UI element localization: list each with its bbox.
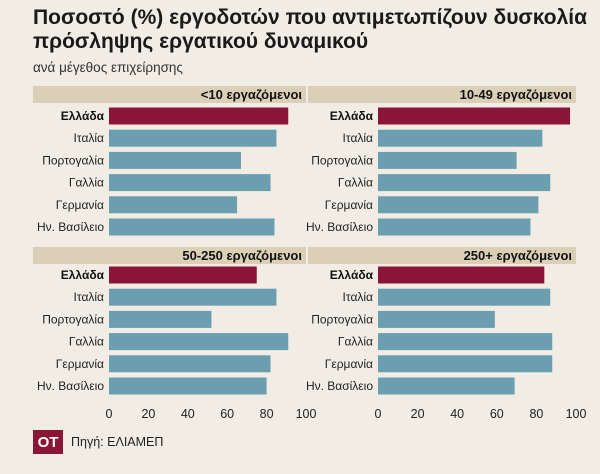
bar-3 [378, 310, 495, 328]
x-tick-label: 60 [220, 407, 234, 421]
bar-2 [378, 288, 551, 306]
panel-header-bar [33, 86, 306, 103]
category-label: Γερμανία [56, 198, 104, 212]
category-label: Ελλάδα [330, 109, 374, 123]
x-tick-label: 80 [529, 407, 543, 421]
category-label: Πορτογαλία [311, 153, 373, 167]
bar-4 [378, 333, 553, 351]
category-label: Ην. Βασίλειο [306, 379, 373, 393]
bar-5 [378, 196, 539, 214]
category-label: Ελλάδα [61, 268, 105, 282]
bar-6 [109, 377, 267, 395]
bar-6 [378, 218, 531, 236]
category-label: Ελλάδα [61, 109, 105, 123]
panel-3: 50-250 εργαζόμενοι Ελλάδα Ιταλία Πορτογαλία… [33, 247, 316, 421]
category-label: Ην. Βασίλειο [37, 379, 104, 393]
bar-6 [378, 377, 515, 395]
category-label: Γερμανία [325, 198, 373, 212]
category-label: Γερμανία [325, 357, 373, 371]
bar-2 [109, 129, 277, 147]
panel-title: 250+ εργαζόμενοι [464, 248, 573, 263]
bar-1 [378, 266, 545, 284]
bar-2 [109, 288, 277, 306]
bar-1 [109, 266, 257, 284]
panel-4: 250+ εργαζόμενοι Ελλάδα Ιταλία Πορτογαλία Γα… [306, 247, 587, 421]
category-label: Ελλάδα [330, 268, 374, 282]
panel-header-bar [33, 247, 306, 264]
panel-header-bar [308, 86, 576, 103]
category-label: Ιταλία [74, 290, 105, 304]
bar-4 [109, 333, 289, 351]
bar-4 [109, 174, 271, 192]
bar-1 [109, 107, 289, 125]
category-label: Πορτογαλία [42, 312, 104, 326]
category-label: Γαλλία [69, 176, 104, 190]
bar-3 [109, 151, 241, 169]
category-label: Πορτογαλία [42, 153, 104, 167]
bar-5 [378, 355, 553, 373]
category-label: Ην. Βασίλειο [306, 220, 373, 234]
category-label: Ην. Βασίλειο [37, 220, 104, 234]
bar-4 [378, 174, 551, 192]
category-label: Γερμανία [56, 357, 104, 371]
chart-title: Ποσοστό (%) εργοδοτών που αντιμετωπίζουν… [33, 6, 588, 53]
x-tick-label: 20 [141, 407, 155, 421]
bar-2 [378, 129, 543, 147]
x-tick-label: 60 [490, 407, 504, 421]
panel-title: 10-49 εργαζόμενοι [460, 87, 573, 102]
panel-title: 50-250 εργαζόμενοι [182, 248, 302, 263]
category-label: Γαλλία [338, 335, 373, 349]
x-tick-label: 0 [375, 407, 382, 421]
bar-6 [109, 218, 275, 236]
bar-5 [109, 355, 271, 373]
panel-2: 10-49 εργαζόμενοι Ελλάδα Ιταλία Πορτογαλία Γ… [306, 86, 576, 236]
panel-header-bar [308, 247, 576, 264]
category-label: Γαλλία [338, 176, 373, 190]
category-label: Ιταλία [343, 290, 374, 304]
category-label: Γαλλία [69, 335, 104, 349]
chart-subtitle: ανά μέγεθος επιχείρησης [33, 60, 183, 75]
x-tick-label: 40 [181, 407, 195, 421]
bar-5 [109, 196, 238, 214]
category-label: Πορτογαλία [311, 312, 373, 326]
bar-3 [109, 310, 212, 328]
ot-logo: ΟΤ [33, 430, 63, 454]
x-tick-label: 100 [566, 407, 587, 421]
panel-title: <10 εργαζόμενοι [201, 87, 303, 102]
x-tick-label: 40 [450, 407, 464, 421]
bar-3 [378, 151, 517, 169]
source-note: Πηγή: ΕΛΙΑΜΕΠ [71, 435, 164, 449]
x-tick-label: 0 [106, 407, 113, 421]
bar-1 [378, 107, 571, 125]
panel-1: <10 εργαζόμενοι Ελλάδα Ιταλία Πορτογαλία Γαλ… [33, 86, 306, 236]
category-label: Ιταλία [343, 131, 374, 145]
x-tick-label: 20 [411, 407, 425, 421]
x-tick-label: 100 [296, 407, 317, 421]
x-tick-label: 80 [260, 407, 274, 421]
category-label: Ιταλία [74, 131, 105, 145]
